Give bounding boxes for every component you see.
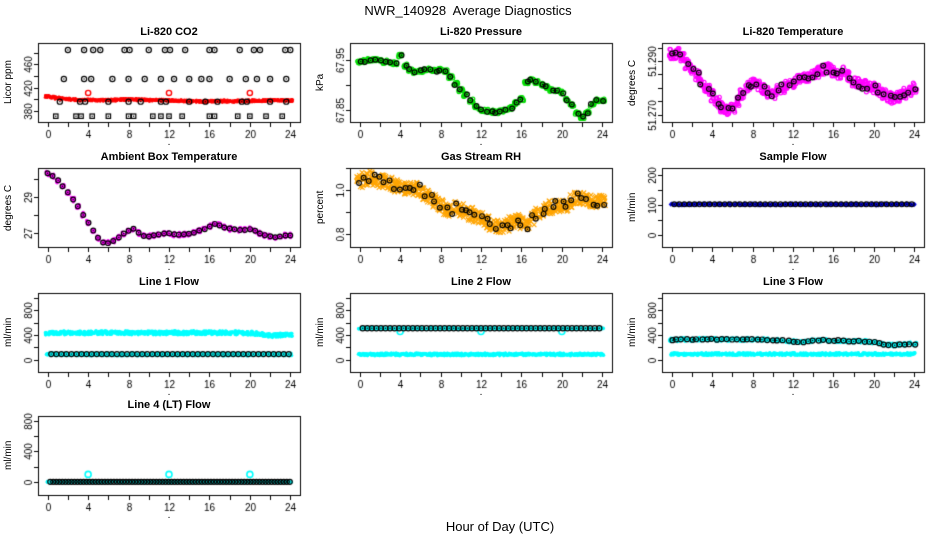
subplot-x-label: . <box>167 387 171 398</box>
plot-cell-line-4-lt-flow: Line 4 (LT) Flow ml/min . <box>0 398 312 523</box>
subplot-x-label: . <box>479 387 483 398</box>
plot-cell-sample-flow: Sample Flow ml/min . <box>624 150 936 275</box>
plot-canvas-line-1-flow <box>0 275 312 400</box>
subplot-x-label: . <box>791 137 795 148</box>
plot-cell-gas-stream-rh: Gas Stream RH percent . <box>312 150 624 275</box>
plot-cell-line-1-flow: Line 1 Flow ml/min . <box>0 275 312 400</box>
plot-canvas-li820-pressure <box>312 25 624 150</box>
figure-title: NWR_140928 Average Diagnostics <box>364 3 572 18</box>
plot-cell-li820-pressure: Li-820 Pressure kPa . <box>312 25 624 150</box>
plot-canvas-li820-co2 <box>0 25 312 150</box>
subplot-x-label: . <box>791 387 795 398</box>
plot-canvas-line-2-flow <box>312 275 624 400</box>
plot-canvas-li820-temperature <box>624 25 936 150</box>
subplot-x-label: . <box>167 510 171 521</box>
plot-canvas-sample-flow <box>624 150 936 275</box>
subplot-x-label: . <box>479 137 483 148</box>
plot-canvas-line-3-flow <box>624 275 936 400</box>
subplot-x-label: . <box>479 262 483 273</box>
subplot-x-label: . <box>791 262 795 273</box>
plot-canvas-gas-stream-rh <box>312 150 624 275</box>
plot-canvas-line-4-lt-flow <box>0 398 312 523</box>
subplot-x-label: . <box>167 262 171 273</box>
plot-cell-line-2-flow: Line 2 Flow ml/min . <box>312 275 624 400</box>
subplot-x-label: . <box>167 137 171 148</box>
plot-cell-li820-temperature: Li-820 Temperature degrees C . <box>624 25 936 150</box>
plot-cell-ambient-box-temperature: Ambient Box Temperature degrees C . <box>0 150 312 275</box>
x-axis-label: Hour of Day (UTC) <box>445 519 555 534</box>
plot-cell-li820-co2: Li-820 CO2 Licor ppm . <box>0 25 312 150</box>
plot-canvas-ambient-box-temperature <box>0 150 312 275</box>
plot-cell-line-3-flow: Line 3 Flow ml/min . <box>624 275 936 400</box>
